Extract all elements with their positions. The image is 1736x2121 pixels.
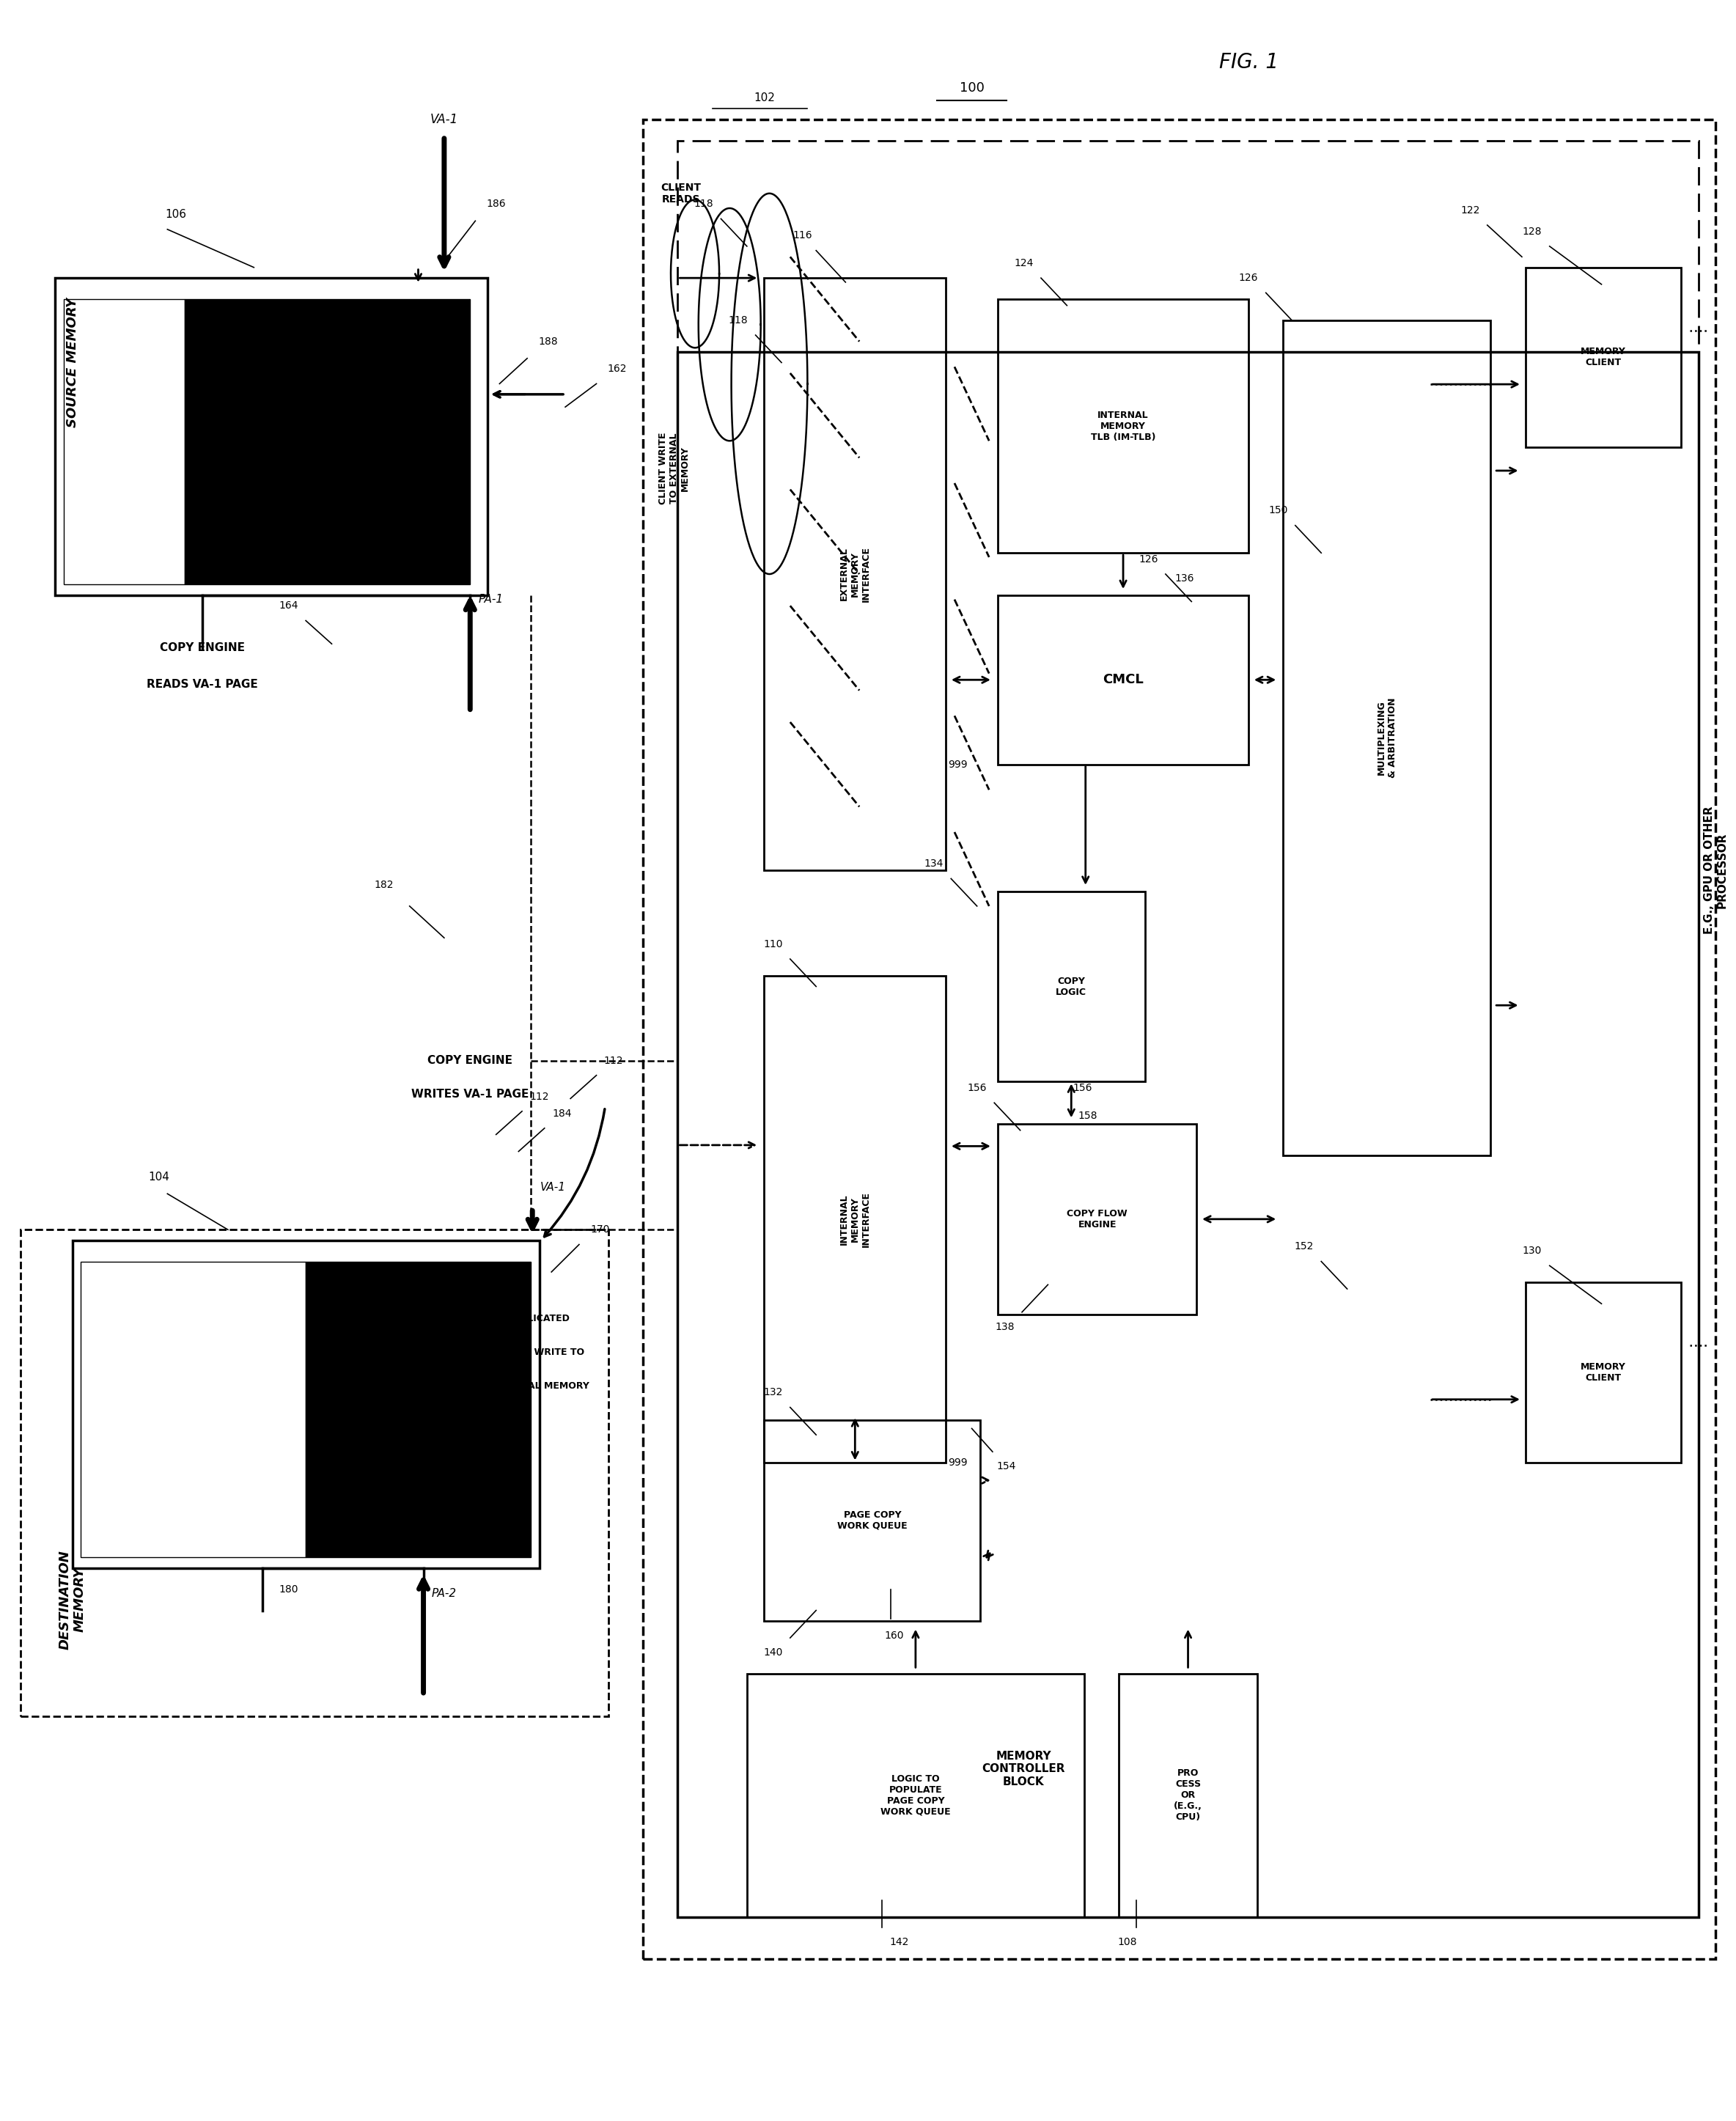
- Text: EXTERNAL
MEMORY
INTERFACE: EXTERNAL MEMORY INTERFACE: [838, 547, 871, 602]
- Text: MULTIPLEXING
& ARBITRATION: MULTIPLEXING & ARBITRATION: [1377, 698, 1397, 778]
- Text: LOGIC TO
POPULATE
PAGE COPY
WORK QUEUE: LOGIC TO POPULATE PAGE COPY WORK QUEUE: [880, 1773, 951, 1818]
- Text: 180: 180: [279, 1584, 299, 1595]
- Text: 164: 164: [279, 600, 299, 611]
- Text: 160: 160: [884, 1631, 904, 1642]
- Text: 138: 138: [995, 1321, 1014, 1332]
- Text: 106: 106: [165, 210, 187, 221]
- Text: 158: 158: [1078, 1111, 1097, 1120]
- Text: SOURCE MEMORY: SOURCE MEMORY: [66, 297, 78, 428]
- Text: COPY
LOGIC: COPY LOGIC: [1055, 976, 1087, 997]
- Text: 102: 102: [753, 93, 774, 104]
- Text: 142: 142: [889, 1936, 910, 1947]
- Text: 188: 188: [538, 337, 557, 346]
- Text: COPY ENGINE: COPY ENGINE: [427, 1054, 512, 1067]
- FancyBboxPatch shape: [64, 299, 184, 585]
- Text: 108: 108: [1118, 1936, 1137, 1947]
- Text: 150: 150: [1269, 505, 1288, 515]
- Text: PAGE COPY
WORK QUEUE: PAGE COPY WORK QUEUE: [837, 1510, 908, 1531]
- Text: INTERNAL
MEMORY
INTERFACE: INTERNAL MEMORY INTERFACE: [838, 1192, 871, 1247]
- Text: INTERNAL MEMORY: INTERNAL MEMORY: [490, 1381, 589, 1391]
- Text: 136: 136: [1175, 573, 1194, 583]
- Text: PA-2: PA-2: [432, 1589, 457, 1599]
- Text: 999: 999: [948, 1457, 967, 1468]
- Text: DESTINATION
MEMORY: DESTINATION MEMORY: [57, 1550, 87, 1650]
- Text: 156: 156: [1073, 1084, 1092, 1092]
- Text: 182: 182: [373, 880, 394, 891]
- Text: MEMORY
CLIENT: MEMORY CLIENT: [1580, 348, 1627, 367]
- Text: CLIENT WRITE TO: CLIENT WRITE TO: [495, 1347, 583, 1357]
- Text: 118: 118: [729, 316, 748, 325]
- Text: 134: 134: [924, 859, 943, 870]
- Text: COPY FLOW
ENGINE: COPY FLOW ENGINE: [1068, 1209, 1127, 1230]
- Text: CMCL: CMCL: [1102, 672, 1144, 687]
- Text: INTERNAL
MEMORY
TLB (IM-TLB): INTERNAL MEMORY TLB (IM-TLB): [1090, 409, 1156, 441]
- Text: COPY ENGINE: COPY ENGINE: [160, 643, 245, 653]
- Text: READS VA-1 PAGE: READS VA-1 PAGE: [146, 679, 257, 689]
- Text: MEMORY
CLIENT: MEMORY CLIENT: [1580, 1362, 1627, 1383]
- Text: CLIENT
READS: CLIENT READS: [661, 182, 701, 204]
- Text: 100: 100: [960, 81, 984, 93]
- Text: PA-1: PA-1: [479, 594, 503, 604]
- Text: 132: 132: [764, 1387, 783, 1398]
- Text: 126: 126: [1240, 274, 1259, 282]
- Text: WRITES VA-1 PAGE: WRITES VA-1 PAGE: [411, 1088, 529, 1101]
- FancyBboxPatch shape: [184, 299, 470, 585]
- FancyBboxPatch shape: [82, 1262, 306, 1557]
- Text: 112: 112: [529, 1092, 549, 1101]
- Text: 116: 116: [793, 231, 812, 242]
- FancyBboxPatch shape: [306, 1262, 531, 1557]
- Text: FIG. 1: FIG. 1: [1219, 53, 1278, 72]
- Text: 170: 170: [590, 1224, 609, 1234]
- Text: 110: 110: [764, 940, 783, 950]
- Text: 122: 122: [1460, 206, 1479, 216]
- Text: 186: 186: [486, 199, 505, 210]
- Text: 128: 128: [1522, 227, 1542, 238]
- Text: PRO
CESS
OR
(E.G.,
CPU): PRO CESS OR (E.G., CPU): [1174, 1769, 1203, 1822]
- Text: 104: 104: [148, 1171, 170, 1181]
- Text: 184: 184: [552, 1109, 571, 1118]
- Text: 112: 112: [604, 1056, 623, 1065]
- Text: 118: 118: [694, 199, 713, 210]
- Text: 140: 140: [764, 1648, 783, 1659]
- Text: REPLICATED: REPLICATED: [509, 1313, 571, 1324]
- Text: VA-1: VA-1: [431, 112, 458, 125]
- Text: MEMORY
CONTROLLER
BLOCK: MEMORY CONTROLLER BLOCK: [983, 1750, 1066, 1788]
- Text: 162: 162: [608, 365, 627, 373]
- Text: 152: 152: [1295, 1241, 1314, 1251]
- Text: 124: 124: [1014, 259, 1033, 269]
- Text: 999: 999: [948, 759, 967, 770]
- Text: VA-1: VA-1: [540, 1181, 566, 1192]
- Text: E.G., GPU OR OTHER
PROCESSOR: E.G., GPU OR OTHER PROCESSOR: [1703, 806, 1727, 933]
- Text: 154: 154: [996, 1461, 1016, 1472]
- Text: 126: 126: [1139, 554, 1158, 564]
- Text: 156: 156: [967, 1084, 986, 1092]
- Text: 130: 130: [1522, 1245, 1542, 1256]
- Text: CLIENT WRITE
TO EXTERNAL
MEMORY: CLIENT WRITE TO EXTERNAL MEMORY: [658, 433, 689, 505]
